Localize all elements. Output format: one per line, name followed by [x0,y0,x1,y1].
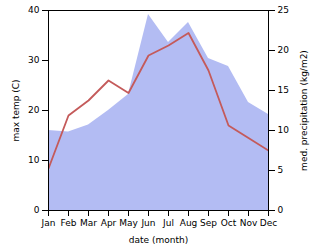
svg-text:Jun: Jun [140,218,155,228]
svg-text:date (month): date (month) [129,235,188,245]
svg-text:20: 20 [28,105,40,115]
svg-text:Mar: Mar [80,218,97,228]
svg-text:Oct: Oct [221,218,237,228]
svg-text:0: 0 [278,205,284,215]
svg-text:0: 0 [34,205,40,215]
svg-text:40: 40 [28,5,40,15]
svg-text:Jan: Jan [41,218,56,228]
svg-text:Aug: Aug [180,218,198,228]
svg-text:max temp (C): max temp (C) [11,79,21,141]
svg-text:Feb: Feb [61,218,77,228]
svg-text:20: 20 [278,45,290,55]
svg-text:15: 15 [278,85,289,95]
svg-text:Dec: Dec [260,218,277,228]
svg-text:Apr: Apr [101,218,117,228]
svg-text:10: 10 [28,155,40,165]
svg-text:Jul: Jul [162,218,174,228]
svg-text:30: 30 [28,55,40,65]
svg-text:med. precipitation (kg/m2): med. precipitation (kg/m2) [299,50,309,171]
svg-text:5: 5 [278,165,284,175]
svg-text:May: May [119,218,138,228]
svg-text:10: 10 [278,125,290,135]
svg-text:Nov: Nov [240,218,258,228]
svg-text:25: 25 [278,5,289,15]
svg-text:Sep: Sep [200,218,217,228]
